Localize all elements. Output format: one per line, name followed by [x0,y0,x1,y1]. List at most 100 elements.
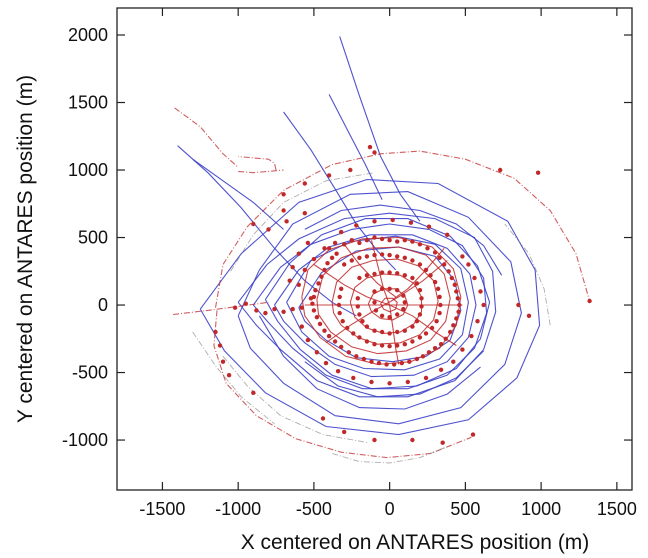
data-point [322,328,327,333]
data-point [432,346,438,351]
data-point [387,381,392,386]
track-line [214,150,591,308]
data-point [442,262,447,267]
data-point [410,258,415,263]
data-point [419,296,424,301]
series-outer-red [172,107,591,459]
data-point [325,261,330,266]
track-line [192,158,284,230]
data-point [432,250,438,255]
data-point [402,238,407,243]
data-point [429,325,435,331]
data-point [407,359,412,364]
data-point [281,192,286,197]
data-point [387,331,392,336]
data-point [311,256,317,262]
data-point [414,319,420,324]
data-point [379,236,385,242]
data-point [425,246,430,251]
data-point [417,242,423,247]
data-point [446,269,451,274]
data-point [360,319,365,324]
data-point [373,308,379,313]
data-point [217,343,223,348]
data-point [213,329,218,335]
data-point [437,294,442,300]
track-line [174,107,239,168]
data-point [220,359,226,364]
data-point [443,336,448,341]
data-point [354,223,359,228]
data-point [457,302,462,308]
track-line [237,212,497,398]
data-point [452,282,457,287]
data-point [263,310,268,316]
data-point [402,255,407,260]
data-point [281,208,286,213]
data-point [372,271,377,277]
data-point [587,298,592,304]
data-point [345,325,350,331]
data-point [284,219,289,224]
data-point [455,296,460,301]
x-tick-label: -1500 [139,499,185,519]
data-point [387,238,392,243]
data-point [376,360,382,366]
data-point [410,275,415,281]
data-point [290,265,295,270]
data-point [423,331,429,336]
x-axis-title: X centered on ANTARES position (m) [241,531,590,554]
data-point [357,335,362,340]
data-point [357,255,362,260]
track-line [237,191,522,425]
data-point [445,232,450,237]
data-point [516,302,521,308]
track-line [331,258,439,345]
data-point [372,342,377,347]
data-point [419,304,424,309]
data-point [323,360,329,366]
data-point [469,333,474,339]
x-tick-label: -1000 [215,499,261,519]
data-point [426,350,432,355]
data-point [372,150,377,155]
y-tick-label: -1000 [62,430,108,450]
data-point [438,367,444,372]
data-point [432,279,438,285]
data-point [226,373,232,378]
data-point [437,255,442,260]
data-point [437,310,442,316]
data-point [299,324,304,329]
data-point [320,416,326,421]
data-point [410,324,415,329]
data-point [402,273,407,278]
data-point [351,375,356,381]
y-tick-label: 1000 [68,160,108,180]
track-line [230,172,375,272]
data-point [410,437,415,443]
series-red-lines [301,236,463,365]
x-tick-label: 1500 [597,499,637,519]
data-point [251,390,256,395]
series-grey-lines [192,172,551,464]
data-point [322,246,327,251]
data-point [417,312,423,317]
data-point [399,360,404,366]
track-line [199,178,541,436]
data-point [405,379,410,385]
track-line [392,247,445,301]
data-point [379,286,385,291]
data-point [387,344,392,349]
data-point [470,432,476,437]
data-point [387,286,392,291]
data-point [339,286,344,291]
data-point [423,375,429,381]
data-point [456,309,461,314]
track-line [238,155,277,171]
data-point [454,316,459,321]
data-point [395,254,400,259]
plot-area [172,36,592,464]
data-point [402,300,407,305]
data-point [339,344,344,350]
data-point [305,240,311,246]
